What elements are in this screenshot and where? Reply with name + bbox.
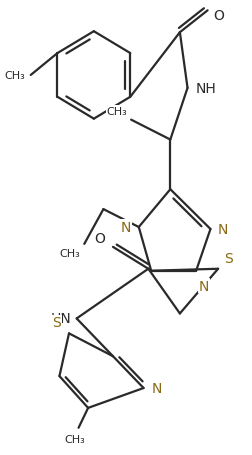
- Text: S: S: [53, 316, 61, 330]
- Text: N: N: [121, 221, 131, 234]
- Text: N: N: [199, 279, 209, 293]
- Text: CH₃: CH₃: [4, 71, 25, 81]
- Text: N: N: [151, 381, 162, 395]
- Text: NH: NH: [195, 82, 216, 96]
- Text: O: O: [213, 9, 224, 23]
- Text: CH₃: CH₃: [60, 248, 80, 258]
- Text: O: O: [94, 232, 105, 245]
- Text: HN: HN: [50, 312, 71, 326]
- Text: S: S: [224, 251, 233, 265]
- Text: CH₃: CH₃: [64, 434, 85, 444]
- Text: N: N: [218, 222, 229, 237]
- Text: CH₃: CH₃: [107, 106, 127, 116]
